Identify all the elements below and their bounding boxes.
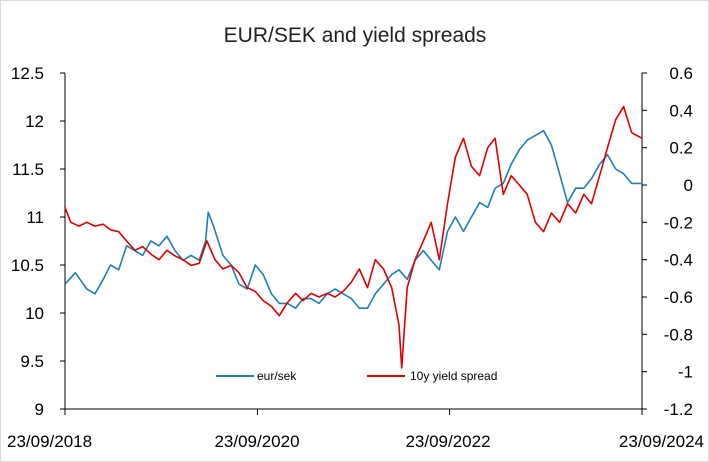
- y-right-tick-label: -1.2: [664, 400, 693, 419]
- y-right-tick-label: -0.8: [664, 325, 693, 344]
- y-right-tick-label: 0.6: [669, 64, 693, 83]
- chart-title: EUR/SEK and yield spreads: [224, 24, 487, 47]
- y-right-tick-label: 0.2: [669, 139, 693, 158]
- y-left-tick-label: 9: [35, 400, 44, 419]
- x-tick-label: 23/09/2022: [405, 432, 490, 451]
- x-tick-label: 23/09/2020: [214, 432, 299, 451]
- y-left-tick-label: 9.5: [20, 352, 44, 371]
- series-layer: [64, 105, 643, 369]
- y-left-tick-label: 11.5: [12, 160, 44, 179]
- y-left-tick-label: 12: [25, 112, 44, 131]
- y-right-tick-label: 0.4: [669, 101, 693, 120]
- series-line-eur-sek: [64, 129, 642, 310]
- axes-layer: 9 9.5 10 10.5 11 11.5 12 12.5 -1.2 -1 -0.8 -0.6 -0.4…: [7, 64, 704, 451]
- y-left-tick-label: 12.5: [11, 64, 44, 83]
- legend-label: eur/sek: [257, 369, 297, 383]
- y-left-tick-label: 10: [25, 304, 44, 323]
- y-left-tick-label: 10.5: [11, 256, 44, 275]
- y-right-tick-label: 0: [684, 176, 693, 195]
- x-tick-label: 23/09/2024: [619, 432, 704, 451]
- y-right-tick-label: -0.4: [664, 251, 693, 270]
- series-line-10y-yield-spread: [64, 105, 643, 369]
- x-tick-label: 23/09/2018: [7, 432, 92, 451]
- legend: eur/sek 10y yield spread: [216, 369, 497, 383]
- y-right-tick-label: -0.6: [664, 288, 693, 307]
- y-left-tick-label: 11: [26, 208, 44, 227]
- legend-label: 10y yield spread: [410, 369, 497, 383]
- y-right-tick-label: -0.2: [664, 213, 693, 232]
- y-right-tick-label: -1: [678, 363, 693, 382]
